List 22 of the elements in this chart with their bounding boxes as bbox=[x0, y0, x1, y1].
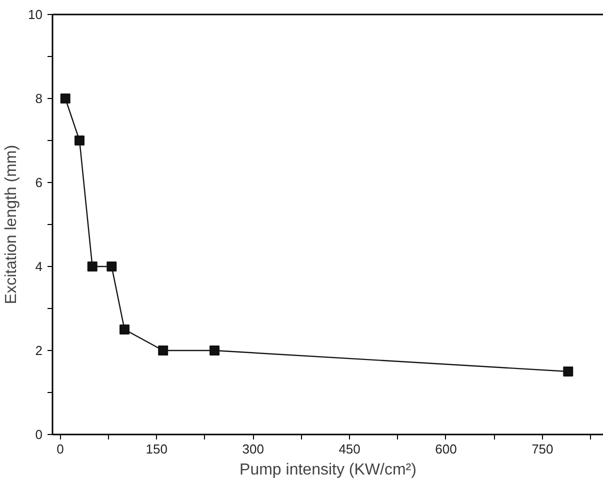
y-tick-label: 0 bbox=[35, 427, 43, 442]
point bbox=[60, 94, 70, 104]
x-tick-label: 150 bbox=[146, 442, 168, 456]
x-tick-label: 450 bbox=[338, 442, 360, 456]
point bbox=[106, 262, 117, 272]
x-tick-label: 0 bbox=[56, 442, 64, 456]
x-axis-title: Pump intensity (KW/cm²) bbox=[240, 462, 416, 478]
x-tick-label: 750 bbox=[532, 442, 554, 456]
point bbox=[158, 346, 168, 356]
y-axis-title: Excitation length (mm) bbox=[3, 144, 20, 304]
point bbox=[563, 366, 574, 376]
point bbox=[210, 346, 220, 356]
y-tick-label: 10 bbox=[28, 7, 43, 22]
y-tick-label: 8 bbox=[35, 91, 43, 106]
point bbox=[120, 324, 130, 334]
y-tick-label: 2 bbox=[35, 343, 43, 358]
y-tick-label: 4 bbox=[35, 259, 43, 274]
x-tick-label: 600 bbox=[435, 442, 457, 456]
x-tick-label: 300 bbox=[242, 442, 264, 456]
point bbox=[87, 262, 98, 272]
y-tick-label: 6 bbox=[35, 175, 43, 190]
point bbox=[74, 136, 85, 146]
